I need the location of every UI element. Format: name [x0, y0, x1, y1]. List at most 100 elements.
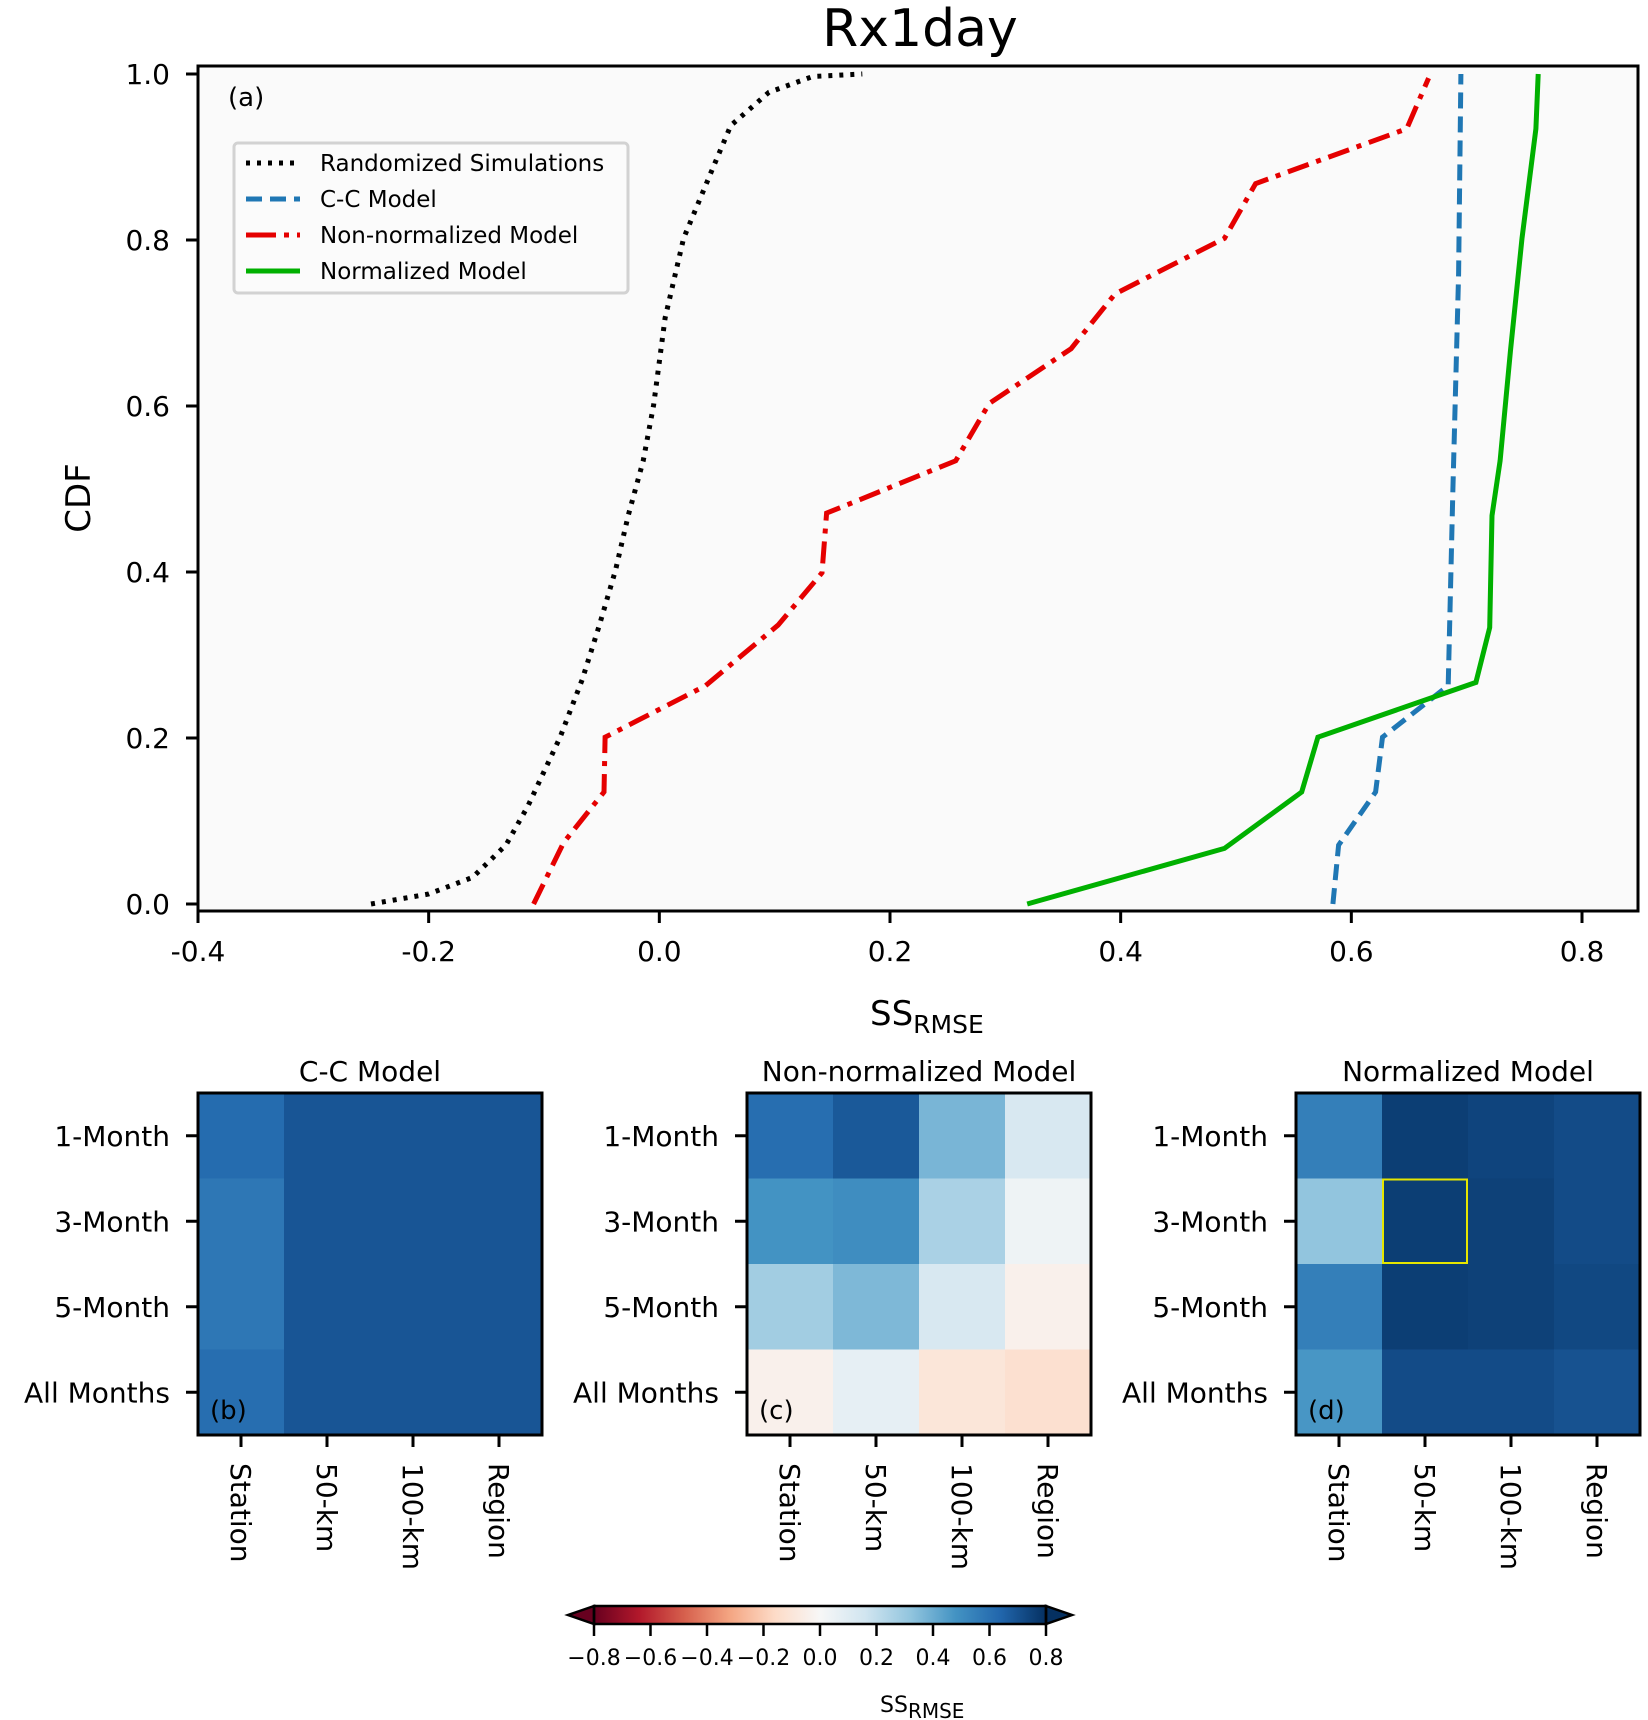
colorbar-ticks: −0.8 −0.6 −0.4 −0.2 0.0 0.2 0.4 0.6 0.8 [567, 1624, 1064, 1671]
heatmap-cell [919, 1093, 1006, 1179]
heatmap-panels: C-C Model 1-Month 3-Month 5-Month All Months… [24, 1055, 1642, 1570]
plot-frame [196, 64, 1640, 913]
legend-label: C-C Model [320, 187, 437, 213]
row-label: 1-Month [54, 1120, 170, 1153]
row-label: 5-Month [1152, 1291, 1268, 1324]
x-tick-label: -0.2 [401, 935, 456, 968]
heatmap-cell [1382, 1264, 1469, 1350]
colorbar-label-main: SS [880, 1693, 908, 1718]
heatmap-cell [1005, 1093, 1092, 1179]
col-label: 100-km [396, 1463, 429, 1570]
heatmap-cell [198, 1349, 285, 1436]
col-label: 100-km [1494, 1463, 1527, 1570]
heatmap-cell [284, 1264, 371, 1350]
heatmap-b: C-C Model 1-Month 3-Month 5-Month All Months… [24, 1055, 544, 1570]
heatmap-title: Normalized Model [1342, 1055, 1594, 1088]
col-label: 50-km [310, 1463, 343, 1552]
heatmap-cell [370, 1093, 457, 1179]
colorbar-tick-label: 0.2 [859, 1646, 894, 1671]
colorbar-tick-label: −0.8 [567, 1646, 620, 1671]
heatmap-cell [1468, 1093, 1555, 1179]
row-label: 3-Month [54, 1205, 170, 1238]
panel-tag: (d) [1308, 1396, 1345, 1426]
heatmap-cell [198, 1178, 285, 1265]
heatmap-c: Non-normalized Model 1-Month 3-Month 5-Mont… [573, 1055, 1093, 1570]
col-label: Station [773, 1463, 806, 1563]
col-label: Region [482, 1463, 515, 1559]
heatmap-cell [833, 1349, 920, 1436]
y-axis-label: CDF [59, 463, 99, 532]
heatmap-cell [1296, 1178, 1383, 1265]
colorbar-tick-label: 0.6 [972, 1646, 1007, 1671]
row-label: All Months [573, 1376, 719, 1409]
heatmap-cell [284, 1178, 371, 1265]
y-tick-label: 0.4 [125, 556, 170, 589]
heatmap-cell [1296, 1093, 1383, 1179]
colorbar-tick-label: −0.6 [624, 1646, 677, 1671]
cdf-panel: Rx1day -0.4 -0.2 0.0 0.2 0.4 0.6 0.8 0.0 0.2 0.4… [59, 0, 1640, 1039]
panel-tag: (b) [210, 1396, 247, 1426]
cdf-lines [370, 71, 1541, 907]
row-label: 1-Month [603, 1120, 719, 1153]
heatmap-cell [198, 1264, 285, 1350]
heatmap-cell [1005, 1349, 1092, 1436]
y-axis: 0.0 0.2 0.4 0.6 0.8 1.0 [125, 58, 198, 921]
legend-label: Non-normalized Model [320, 223, 578, 249]
heatmap-cell [1005, 1178, 1092, 1265]
highlight-box [1382, 1178, 1468, 1264]
y-tick-label: 0.2 [125, 722, 170, 755]
heatmap-cell [747, 1264, 834, 1350]
row-label: 3-Month [1152, 1205, 1268, 1238]
x-tick-label: 0.4 [1098, 935, 1143, 968]
x-axis-label-sub: RMSE [913, 1010, 984, 1039]
heatmap-cell [370, 1178, 457, 1265]
x-tick-label: 0.6 [1329, 935, 1374, 968]
heatmap-cell [284, 1349, 371, 1436]
row-label: All Months [1122, 1376, 1268, 1409]
x-axis-label: SSRMSE [870, 994, 984, 1039]
heatmap-frame [1294, 1091, 1642, 1437]
row-label: 5-Month [603, 1291, 719, 1324]
heatmap-title: Non-normalized Model [762, 1055, 1076, 1088]
heatmap-cell [1468, 1178, 1555, 1265]
heatmap-cell [833, 1093, 920, 1179]
heatmap-cell [370, 1264, 457, 1350]
col-label: 50-km [1408, 1463, 1441, 1552]
colorbar-extend-high [1044, 1604, 1076, 1626]
x-axis: -0.4 -0.2 0.0 0.2 0.4 0.6 0.8 [171, 911, 1605, 968]
panel-tag-a: (a) [228, 83, 264, 113]
panel-tag: (c) [759, 1396, 794, 1426]
heatmap-frame [196, 1091, 544, 1437]
colorbar-label: SSRMSE [880, 1693, 964, 1720]
chart-title: Rx1day [822, 0, 1018, 59]
row-label: 3-Month [603, 1205, 719, 1238]
legend-label: Normalized Model [320, 259, 527, 285]
colorbar-tick-label: 0.0 [803, 1646, 838, 1671]
heatmap-cell [1468, 1264, 1555, 1350]
heatmap-cell [1382, 1349, 1469, 1436]
heatmap-cell [1382, 1178, 1469, 1265]
colorbar-label-sub: RMSE [908, 1699, 964, 1720]
heatmap-cell [1554, 1178, 1641, 1265]
heatmap-cell [833, 1178, 920, 1265]
colorbar-gradient [594, 1606, 1046, 1624]
heatmap-cell [919, 1349, 1006, 1436]
y-tick-label: 0.0 [125, 888, 170, 921]
heatmap-frame [745, 1091, 1093, 1437]
heatmap-cell [456, 1264, 543, 1350]
x-tick-label: 0.8 [1560, 935, 1605, 968]
colorbar-extend-low [564, 1604, 596, 1626]
y-tick-label: 1.0 [125, 58, 170, 91]
row-label: 1-Month [1152, 1120, 1268, 1153]
heatmap-cell [1296, 1264, 1383, 1350]
col-label: 100-km [945, 1463, 978, 1570]
colorbar-tick-label: −0.4 [680, 1646, 733, 1671]
heatmap-cell [833, 1264, 920, 1350]
heatmap-cell [919, 1264, 1006, 1350]
heatmap-cell [919, 1178, 1006, 1265]
series-line-c-c-model [1330, 73, 1464, 905]
heatmap-cell [1468, 1349, 1555, 1436]
col-label: Station [224, 1463, 257, 1563]
heatmap-cell [1005, 1264, 1092, 1350]
